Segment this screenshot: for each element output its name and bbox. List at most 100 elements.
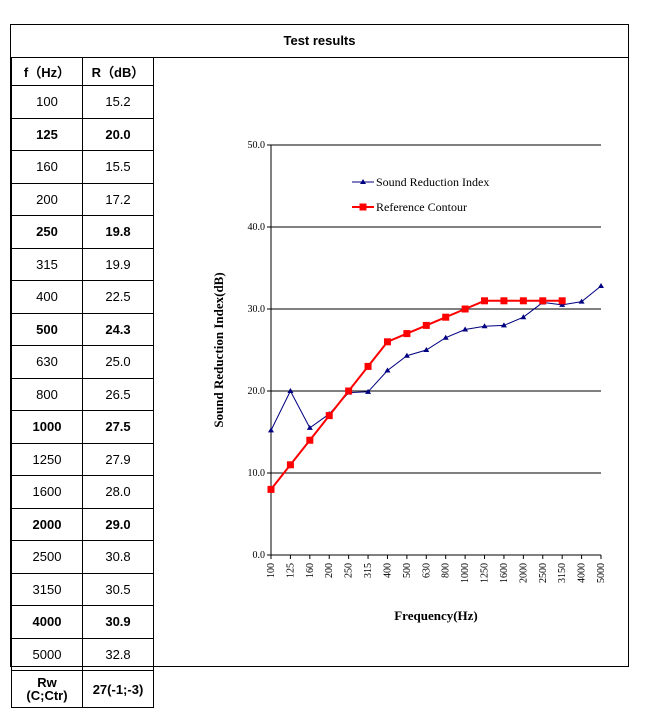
x-tick-label: 1000 [460,563,471,583]
data-point [268,427,274,433]
data-point [403,352,410,358]
reduction-cell: 17.2 [82,182,154,216]
data-point [267,485,275,493]
results-panel: Test results f（Hz） R（dB） 100 15.2 125 20.0 1… [10,24,629,708]
table-row: 400 22.5 [11,280,154,314]
panel-title: Test results [11,25,628,58]
reduction-cell: 30.9 [82,605,154,639]
x-tick-label: 160 [305,563,316,578]
table-row: 800 26.5 [11,377,154,411]
rw-value-cell: 27(-1;-3) [82,670,154,708]
frequency-cell: 800 [11,377,83,411]
reduction-cell: 15.5 [82,150,154,184]
frequency-cell: 100 [11,85,83,119]
data-point [383,338,391,346]
data-point [423,347,430,352]
reduction-cell: 29.0 [82,507,154,541]
data-point [481,297,489,305]
legend-marker [359,203,367,211]
x-tick-label: 2500 [538,563,549,583]
table-row: 100 15.2 [11,85,154,119]
frequency-cell: 630 [11,345,83,379]
x-tick-label: 630 [421,563,432,578]
y-tick-label: 10.0 [248,468,266,479]
table-row: 4000 30.9 [11,605,154,639]
column-header-frequency: f（Hz） [11,57,83,86]
rw-label: Rw [37,675,57,690]
data-point [578,298,585,304]
frequency-cell: 315 [11,247,83,281]
table-row: 2500 30.8 [11,540,154,574]
table-row: 125 20.0 [11,117,154,151]
data-point [500,322,507,328]
frequency-cell: 5000 [11,637,83,671]
frequency-cell: 400 [11,280,83,314]
data-point [558,297,566,305]
reduction-cell: 30.8 [82,540,154,574]
table-row: 200 17.2 [11,182,154,216]
data-point [559,301,566,307]
data-point [598,283,604,289]
x-axis-label: Frequency(Hz) [394,608,478,623]
column-header-reduction: R（dB） [82,57,154,86]
series-line-sound-reduction-index [270,285,602,431]
x-tick-label: 500 [402,563,413,578]
x-tick-label: 315 [363,563,374,578]
frequency-cell: 250 [11,215,83,249]
reduction-cell: 26.5 [82,377,154,411]
frequency-cell: 200 [11,182,83,216]
table-row: 315 19.9 [11,247,154,281]
table-header-row: f（Hz） R（dB） [11,57,154,86]
frequency-cell: 1000 [11,410,83,444]
x-tick-label: 250 [344,563,355,578]
table-row: 2000 29.0 [11,507,154,541]
x-tick-label: 100 [266,563,277,578]
reduction-cell: 32.8 [82,637,154,671]
y-tick-label: 0.0 [253,550,266,561]
frequency-cell: 160 [11,150,83,184]
data-point [462,326,469,332]
table-row: 250 19.8 [11,215,154,249]
data-point [461,305,469,313]
table-row: 630 25.0 [11,345,154,379]
data-point [306,436,314,444]
reduction-cell: 27.9 [82,442,154,476]
frequency-cell: 3150 [11,572,83,606]
data-point [481,323,488,329]
reduction-cell: 15.2 [82,85,154,119]
x-tick-label: 1600 [499,563,510,583]
reduction-cell: 28.0 [82,475,154,509]
data-point [422,321,430,329]
data-point [286,461,294,469]
x-tick-label: 3150 [557,563,568,583]
reduction-cell: 19.9 [82,247,154,281]
reduction-cell: 25.0 [82,345,154,379]
reduction-cell: 22.5 [82,280,154,314]
y-tick-label: 30.0 [248,304,266,315]
reduction-cell: 20.0 [82,117,154,151]
table-row: 500 24.3 [11,312,154,346]
legend-marker [360,179,366,184]
x-tick-label: 800 [441,563,452,578]
rw-label-cell: Rw (C;Ctr) [11,670,83,708]
frequency-cell: 500 [11,312,83,346]
frequency-cell: 1250 [11,442,83,476]
data-point [365,388,372,394]
y-tick-label: 40.0 [248,222,266,233]
y-tick-label: 50.0 [248,140,266,151]
table-row: 3150 30.5 [11,572,154,606]
data-point [442,313,450,321]
reduction-cell: 19.8 [82,215,154,249]
chart: 0.0 10.0 20.0 30.0 40.0 50.0 100 125 160 200 250 31… [211,140,607,623]
table-row: 160 15.5 [11,150,154,184]
x-tick-label: 2000 [518,563,529,583]
table-row: 1000 27.5 [11,410,154,444]
rw-label-sub: (C;Ctr) [26,688,68,703]
data-point [520,314,527,320]
data-point [403,330,411,338]
reduction-cell: 30.5 [82,572,154,606]
x-tick-label: 4000 [577,563,588,583]
x-tick-label: 125 [285,563,296,578]
data-point [442,334,449,340]
legend-entry: Sound Reduction Index [376,175,489,189]
